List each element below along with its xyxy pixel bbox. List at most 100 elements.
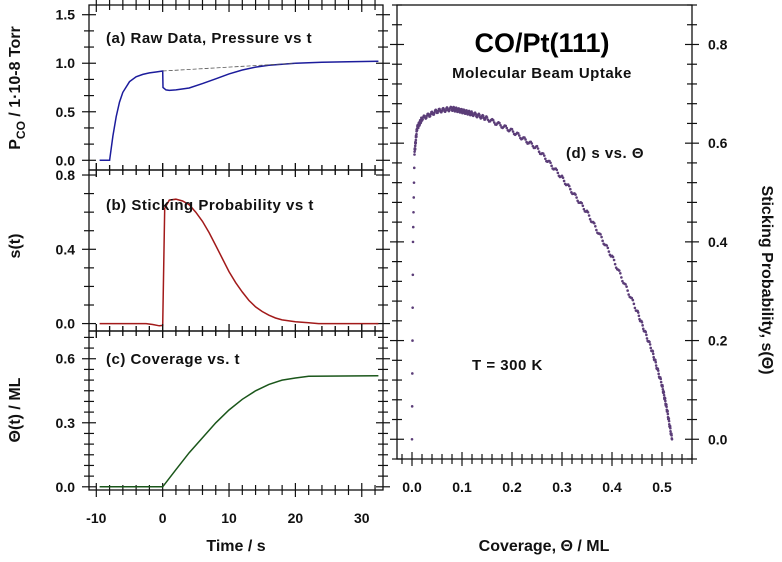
x-tick-label: 20 <box>288 510 304 526</box>
y-tick-label: 0.6 <box>708 135 728 151</box>
x-tick-label: 0.4 <box>602 479 622 495</box>
data-point <box>645 333 648 337</box>
data-point <box>648 340 651 344</box>
data-point <box>549 161 552 165</box>
data-point <box>412 196 416 199</box>
data-point <box>561 176 565 179</box>
data-point <box>411 225 415 229</box>
y-tick-label: 0.2 <box>708 333 728 349</box>
time-xlabel: Time / s <box>206 538 265 555</box>
data-point <box>556 171 560 175</box>
baseline-dashed-line <box>162 62 296 72</box>
y-tick-label: 0.4 <box>708 234 728 250</box>
data-point <box>412 210 415 214</box>
data-point <box>645 337 649 340</box>
data-point <box>413 144 417 148</box>
data-point <box>433 111 436 114</box>
data-point <box>636 311 640 314</box>
panel-d-label: (d) s vs. Θ <box>566 145 644 162</box>
data-point <box>413 150 416 153</box>
data-point <box>491 118 495 122</box>
data-point <box>444 109 448 112</box>
series-line <box>99 375 379 488</box>
data-point <box>425 116 428 120</box>
data-point <box>516 132 520 135</box>
data-point <box>621 279 624 283</box>
data-point <box>517 134 521 137</box>
data-point <box>594 224 597 228</box>
data-point <box>624 283 627 286</box>
data-point <box>611 255 615 259</box>
data-point <box>581 204 585 208</box>
panel-b-ylabel: s(t) <box>7 234 24 259</box>
data-point <box>575 196 578 199</box>
coverage-xlabel: Coverage, Θ / ML <box>479 538 610 555</box>
data-point <box>600 235 603 239</box>
plot-layer: 0.00.51.01.50.00.40.80.00.30.6-10 0 10 20 30… <box>56 0 728 526</box>
data-point <box>661 388 665 391</box>
data-point <box>630 296 634 300</box>
data-point <box>544 157 547 161</box>
data-point <box>511 130 515 133</box>
y-tick-label: 0.4 <box>56 241 76 257</box>
data-point <box>619 272 622 275</box>
data-point <box>661 385 664 388</box>
data-point <box>651 352 655 356</box>
y-tick-label: 0.0 <box>56 152 76 168</box>
data-point <box>607 250 611 253</box>
data-point <box>620 276 623 279</box>
data-point <box>644 330 648 334</box>
data-point <box>555 168 559 172</box>
x-tick-label: 0.0 <box>402 479 422 495</box>
ylabel-a-main: P <box>7 139 24 150</box>
panel-c-ylabel: Θ(t) / ML <box>7 377 24 442</box>
data-point <box>410 405 414 408</box>
y-tick-label: 1.0 <box>56 55 76 71</box>
data-point <box>562 179 566 183</box>
data-point <box>599 233 602 236</box>
data-point <box>567 184 571 188</box>
data-point <box>592 221 596 225</box>
data-point <box>411 240 415 244</box>
data-point <box>632 302 636 306</box>
data-point <box>550 164 553 168</box>
data-point <box>481 114 485 118</box>
data-point <box>662 393 666 397</box>
data-point <box>595 228 598 232</box>
y-tick-label: 0.0 <box>56 479 76 495</box>
data-point <box>669 426 672 430</box>
figure-title: CO/Pt(111) <box>474 28 609 58</box>
y-tick-label: 1.5 <box>56 7 76 23</box>
panel-a-label: (a) Raw Data, Pressure vs t <box>106 30 312 47</box>
y-tick-label: 0.6 <box>56 351 76 367</box>
data-point <box>415 135 418 138</box>
x-tick-label: 0.3 <box>552 479 572 495</box>
data-point <box>410 437 414 441</box>
data-point <box>625 285 628 288</box>
data-point <box>415 132 418 136</box>
y-tick-label: 0.0 <box>56 316 76 332</box>
panel-d-ylabel: Sticking Probability, s(Θ) <box>758 185 775 374</box>
data-point <box>665 405 668 409</box>
data-point <box>428 114 432 118</box>
data-point <box>663 397 667 400</box>
data-point <box>656 369 660 372</box>
data-point <box>640 320 644 324</box>
data-point <box>666 410 669 413</box>
data-point <box>485 116 489 119</box>
data-point <box>542 154 546 157</box>
panel-b-label: (b) Sticking Probability vs t <box>106 197 314 214</box>
data-point <box>667 417 671 421</box>
x-tick-label: 30 <box>354 510 370 526</box>
data-point <box>421 118 424 121</box>
y-tick-label: 0.0 <box>708 431 728 447</box>
data-point <box>510 127 514 131</box>
data-point <box>541 152 545 155</box>
data-point <box>411 306 414 309</box>
data-point <box>587 214 591 217</box>
data-point <box>523 136 526 139</box>
data-point <box>411 372 414 375</box>
data-point <box>631 298 635 302</box>
data-point <box>414 138 418 142</box>
